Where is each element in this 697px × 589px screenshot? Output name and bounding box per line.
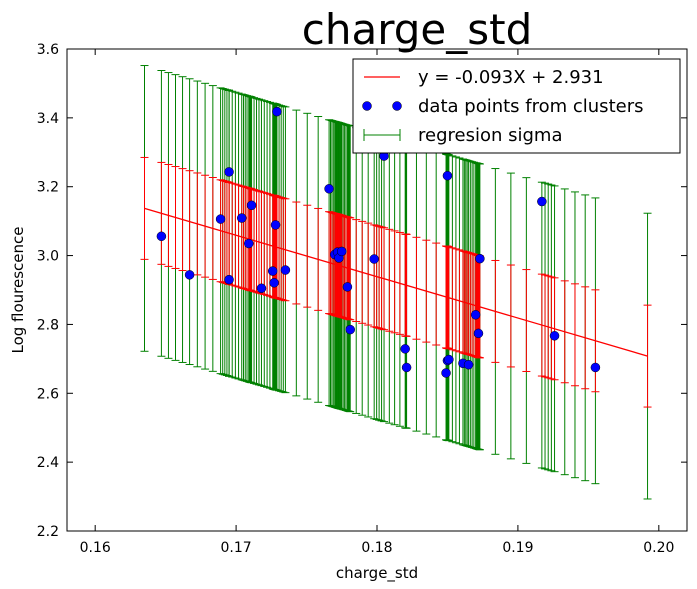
data-point xyxy=(463,359,474,370)
data-point xyxy=(470,310,481,320)
legend-entry-regression: y = -0.093X + 2.931 xyxy=(418,67,604,88)
data-point xyxy=(473,328,484,339)
data-point xyxy=(224,274,234,285)
plot-area xyxy=(140,65,652,500)
y-tick-label: 2.6 xyxy=(37,386,59,402)
x-tick-label: 0.19 xyxy=(502,540,533,556)
data-point xyxy=(184,270,195,280)
data-point xyxy=(270,220,281,230)
data-point xyxy=(441,368,451,378)
y-tick-label: 3.2 xyxy=(37,180,59,196)
data-point xyxy=(345,324,355,335)
data-point xyxy=(324,184,334,194)
regression-line xyxy=(144,207,648,357)
data-point xyxy=(549,331,560,341)
data-point xyxy=(215,214,226,224)
data-point xyxy=(224,167,234,177)
data-point xyxy=(369,254,379,264)
x-axis-label: charge_std xyxy=(336,564,418,583)
legend-point-swatch xyxy=(362,101,372,111)
x-tick-label: 0.17 xyxy=(221,540,252,556)
chart-title: charge_std xyxy=(302,5,533,54)
data-point xyxy=(442,170,453,181)
y-tick-label: 3.4 xyxy=(37,111,59,127)
data-point xyxy=(537,196,547,207)
data-point xyxy=(244,238,254,249)
y-tick-label: 2.2 xyxy=(37,524,59,540)
data-point xyxy=(444,354,454,365)
y-tick-label: 3.0 xyxy=(37,249,59,265)
legend-box xyxy=(352,58,681,154)
legend-errorbar-swatch xyxy=(363,129,401,141)
x-axis: 0.16 0.17 0.18 0.19 0.20 xyxy=(80,49,674,556)
data-point xyxy=(267,266,278,276)
data-point xyxy=(280,265,291,275)
legend-point-swatch xyxy=(392,101,402,111)
y-axis-label: Log flourescence xyxy=(9,226,27,353)
data-point xyxy=(256,283,267,294)
x-tick-label: 0.20 xyxy=(643,540,674,556)
legend-entry-sigma: regresion sigma xyxy=(418,125,562,146)
x-tick-label: 0.18 xyxy=(361,540,392,556)
y-tick-label: 3.6 xyxy=(37,42,59,58)
data-point xyxy=(269,278,279,288)
y-tick-label: 2.4 xyxy=(37,455,59,471)
y-axis: 2.2 2.4 2.6 2.8 3.0 3.2 3.4 3.6 xyxy=(37,42,687,540)
data-point xyxy=(156,231,167,242)
legend: y = -0.093X + 2.931 data points from clu… xyxy=(352,58,681,154)
data-point xyxy=(337,246,347,257)
data-point xyxy=(475,253,485,264)
data-point xyxy=(236,213,247,223)
y-tick-label: 2.8 xyxy=(37,317,59,333)
x-tick-label: 0.16 xyxy=(80,540,111,556)
data-point xyxy=(590,362,601,373)
data-point xyxy=(342,282,353,292)
legend-entry-points: data points from clusters xyxy=(418,96,643,117)
data-point xyxy=(401,362,412,373)
data-point xyxy=(246,200,257,211)
data-point xyxy=(400,344,410,354)
data-point xyxy=(272,106,282,117)
data-points xyxy=(156,106,601,378)
